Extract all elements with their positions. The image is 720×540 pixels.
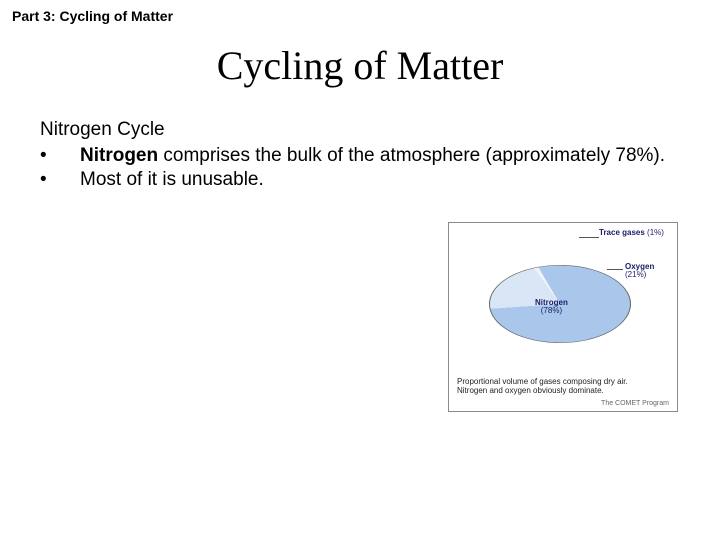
bullet-item: • Nitrogen comprises the bulk of the atm… <box>40 145 680 167</box>
page-header: Part 3: Cycling of Matter <box>0 0 720 32</box>
bullet-item: • Most of it is unusable. <box>40 169 680 191</box>
atmosphere-pie-chart: Trace gases (1%) Oxygen (21%) Nitrogen (… <box>448 222 678 412</box>
oxygen-leader <box>607 269 623 270</box>
nitrogen-label: Nitrogen (78%) <box>535 299 568 315</box>
oxygen-label: Oxygen (21%) <box>625 263 654 279</box>
bullet-marker: • <box>40 169 80 191</box>
chart-caption: Proportional volume of gases composing d… <box>457 377 669 395</box>
bullet-marker: • <box>40 145 80 167</box>
page-title: Cycling of Matter <box>0 42 720 89</box>
bullet-bold-lead: Nitrogen <box>80 145 158 166</box>
trace-label: Trace gases (1%) <box>599 229 664 237</box>
bullet-rest: comprises the bulk of the atmosphere (ap… <box>158 145 665 166</box>
bullet-text: Nitrogen comprises the bulk of the atmos… <box>80 145 680 167</box>
bullet-rest: Most of it is unusable. <box>80 169 264 190</box>
content-area: Nitrogen Cycle • Nitrogen comprises the … <box>0 119 720 191</box>
bullet-text: Most of it is unusable. <box>80 169 680 191</box>
trace-leader <box>579 237 599 238</box>
chart-credit: The COMET Program <box>601 400 669 407</box>
section-subheading: Nitrogen Cycle <box>40 119 680 141</box>
